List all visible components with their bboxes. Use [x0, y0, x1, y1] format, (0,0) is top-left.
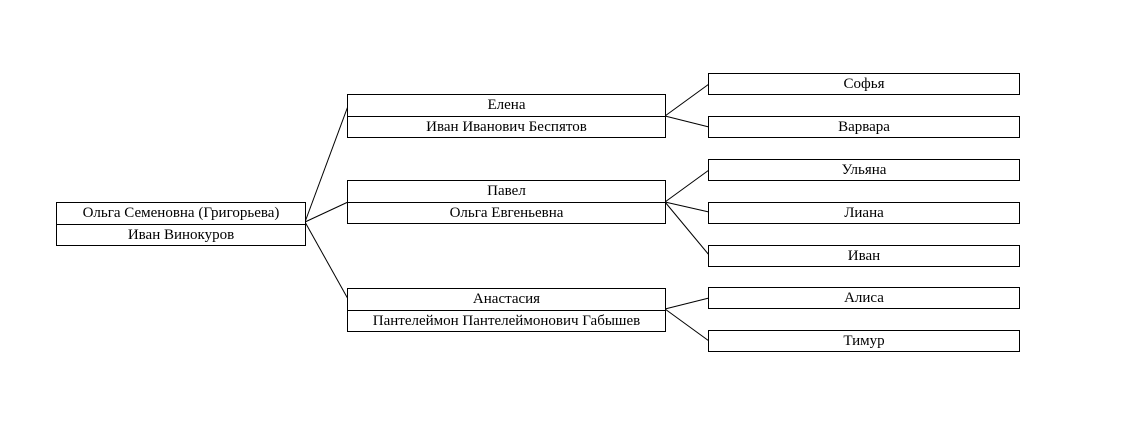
connector-root-child-1	[304, 201, 349, 223]
grandchild-box: Алиса	[708, 287, 1020, 309]
connector-child-0-grandchild-0	[664, 83, 710, 117]
child-name: Анастасия	[472, 291, 541, 307]
root-name-box: Ольга Семеновна (Григорьева)	[56, 202, 306, 224]
connector-child-1-grandchild-1	[664, 201, 710, 213]
connector-child-1-grandchild-0	[664, 169, 710, 203]
child-name-box: Анастасия	[347, 288, 666, 310]
grandchild-box: Ульяна	[708, 159, 1020, 181]
grandchild-name: Иван	[847, 247, 881, 264]
child-spouse: Иван Иванович Беспятов	[426, 118, 587, 135]
grandchild-name: Софья	[843, 75, 885, 92]
child-spouse-box: Пантелеймон Пантелеймонович Габышев	[347, 310, 666, 332]
child-name: Елена	[487, 97, 526, 113]
root-spouse: Иван Винокуров	[127, 226, 235, 243]
connector-child-2-grandchild-1	[664, 308, 710, 342]
root-name: Ольга Семеновна (Григорьева)	[82, 205, 280, 221]
root-spouse-box: Иван Винокуров	[56, 224, 306, 246]
grandchild-box: Лиана	[708, 202, 1020, 224]
connector-root-child-2	[304, 221, 349, 300]
child-spouse: Ольга Евгеньевна	[449, 204, 564, 221]
child-name: Павел	[487, 183, 526, 199]
child-name-box: Павел	[347, 180, 666, 202]
child-spouse-box: Иван Иванович Беспятов	[347, 116, 666, 138]
grandchild-name: Ульяна	[841, 161, 887, 178]
child-spouse-box: Ольга Евгеньевна	[347, 202, 666, 224]
connector-child-1-grandchild-2	[664, 201, 710, 256]
grandchild-name: Тимур	[843, 332, 885, 349]
child-name-box: Елена	[347, 94, 666, 116]
connector-root-child-0	[304, 105, 349, 223]
grandchild-box: Иван	[708, 245, 1020, 267]
grandchild-box: Тимур	[708, 330, 1020, 352]
grandchild-name: Алиса	[844, 289, 884, 306]
connector-child-0-grandchild-1	[664, 115, 710, 128]
connector-child-2-grandchild-0	[664, 297, 710, 310]
grandchild-box: Софья	[708, 73, 1020, 95]
child-spouse: Пантелеймон Пантелеймонович Габышев	[372, 312, 641, 329]
grandchild-box: Варвара	[708, 116, 1020, 138]
grandchild-name: Лиана	[844, 204, 884, 221]
grandchild-name: Варвара	[838, 118, 890, 135]
